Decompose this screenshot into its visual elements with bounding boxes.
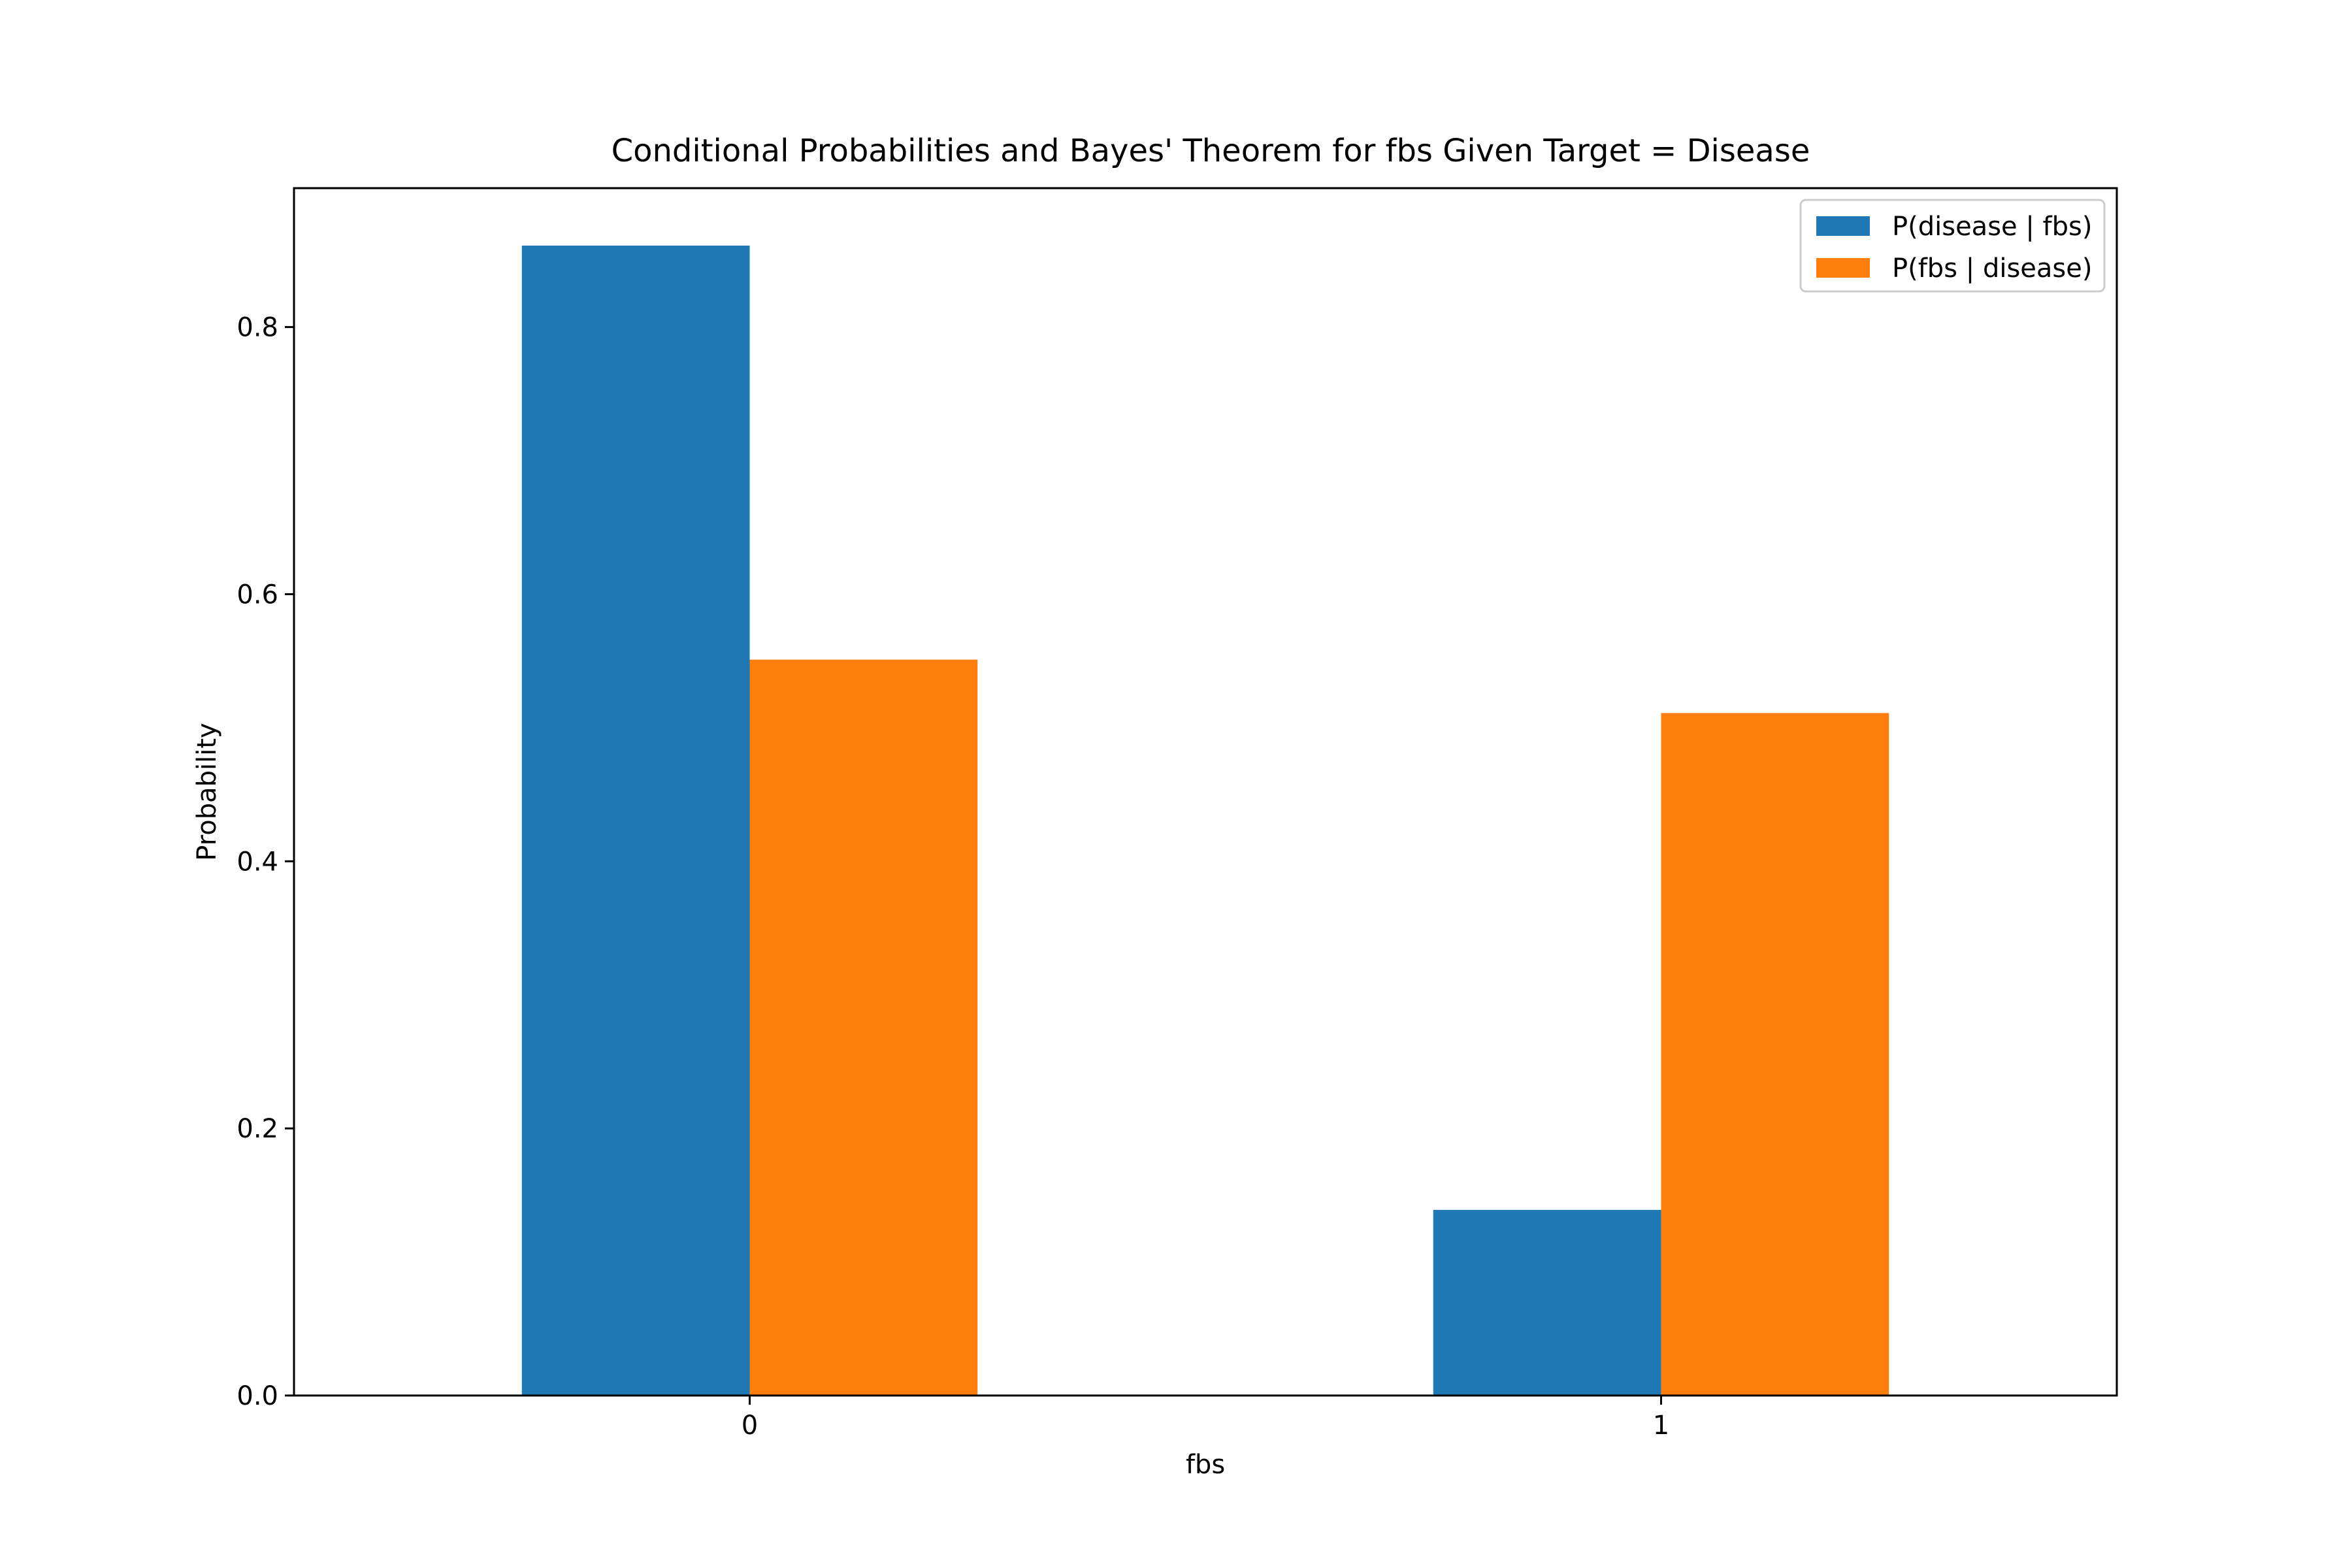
bar-series-1-cat-1 bbox=[1433, 1209, 1661, 1396]
legend-frame bbox=[1799, 199, 2106, 293]
legend-label-1: P(disease | fbs) bbox=[1892, 212, 2092, 242]
legend: P(disease | fbs) P(fbs | disease) bbox=[1799, 199, 2106, 293]
chart-title: Conditional Probabilities and Bayes' The… bbox=[612, 133, 1810, 169]
y-tick-label: 0.4 bbox=[237, 847, 278, 877]
y-axis-label: Probability bbox=[192, 723, 222, 860]
x-tick-label: 1 bbox=[1653, 1411, 1669, 1441]
y-tick-label: 0.8 bbox=[237, 313, 278, 343]
x-tick-label: 0 bbox=[742, 1411, 758, 1441]
y-tick-label: 0.6 bbox=[237, 580, 278, 610]
y-axis: 0.0 0.2 0.4 0.6 0.8 bbox=[237, 313, 294, 1411]
legend-label-2: P(fbs | disease) bbox=[1892, 253, 2092, 284]
legend-swatch-2 bbox=[1816, 258, 1870, 278]
bar-series-2-cat-1 bbox=[1661, 713, 1889, 1396]
bar-series-1-cat-0 bbox=[521, 245, 750, 1396]
bar-series-2-cat-0 bbox=[749, 659, 978, 1396]
legend-swatch-1 bbox=[1816, 216, 1870, 236]
x-axis-label: fbs bbox=[1186, 1450, 1225, 1480]
bars-layer bbox=[521, 245, 1889, 1396]
y-tick-label: 0.0 bbox=[237, 1381, 278, 1411]
plot-frame bbox=[293, 187, 2118, 1397]
y-tick-label: 0.2 bbox=[237, 1114, 278, 1144]
